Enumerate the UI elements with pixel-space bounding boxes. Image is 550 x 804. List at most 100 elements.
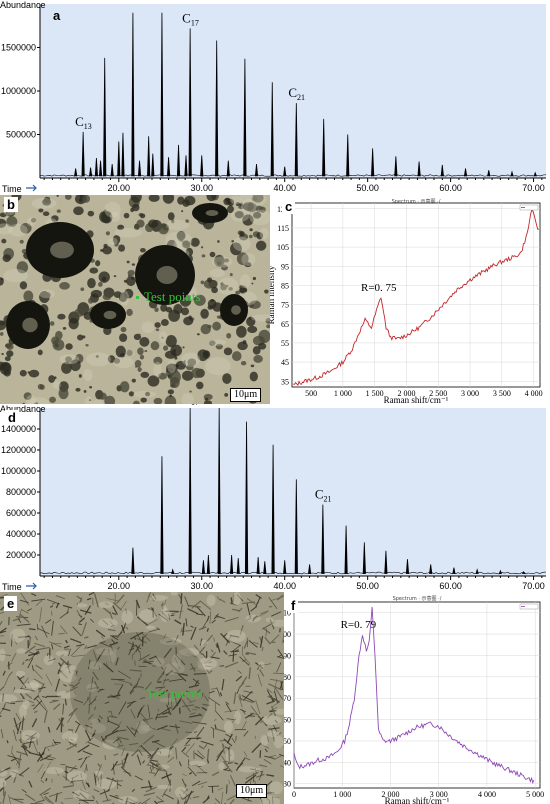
crack (235, 758, 246, 771)
crack (65, 690, 70, 693)
crack (241, 709, 246, 715)
crack (112, 737, 120, 744)
pore (197, 349, 209, 362)
crack (230, 597, 233, 605)
crack (15, 712, 21, 721)
y-tick-label: 1200000 (1, 445, 36, 455)
pore (160, 319, 169, 327)
raman-x-tick-label: 1 500 (366, 389, 384, 398)
light-patch (31, 197, 57, 209)
crack (84, 645, 87, 650)
crack (231, 717, 237, 723)
crack (99, 640, 106, 644)
crack (21, 743, 28, 749)
peak (226, 160, 230, 177)
crack (19, 767, 30, 776)
pore (158, 223, 169, 235)
light-patch (44, 767, 64, 775)
crack (20, 677, 29, 690)
crack (147, 607, 153, 612)
light-patch (84, 396, 94, 405)
crack (174, 657, 181, 670)
light-patch (178, 648, 200, 656)
light-patch (232, 237, 251, 252)
pore (112, 234, 121, 244)
crack (166, 640, 173, 643)
pore (78, 198, 83, 203)
crack (127, 700, 137, 704)
crack (84, 755, 91, 760)
raman-window-title: Spectrum · 示意图 ·/ (393, 595, 442, 602)
crack (81, 622, 87, 636)
light-patch (10, 628, 26, 643)
peak (230, 554, 234, 574)
crack (75, 796, 89, 804)
light-patch (19, 729, 40, 742)
pore (239, 231, 245, 237)
crack (74, 720, 81, 726)
crack (23, 741, 34, 744)
crack (248, 640, 258, 648)
crack (33, 669, 43, 679)
chromatogram-panel-d: 200000 400000 600000 800000 1000000 1200000 14… (0, 404, 550, 592)
crack (6, 662, 13, 667)
crack (170, 699, 173, 712)
crack (163, 793, 175, 800)
crack (216, 595, 221, 601)
pore (119, 381, 130, 393)
crack (139, 651, 142, 660)
crack (16, 721, 22, 735)
crack (80, 609, 92, 614)
pore (203, 279, 216, 289)
crack (27, 657, 34, 669)
crack (144, 658, 148, 661)
pore (107, 355, 116, 363)
crack (181, 746, 187, 753)
pore (235, 202, 241, 206)
crack (102, 799, 112, 802)
pore (65, 356, 72, 363)
y-tick-label: 1500000 (1, 43, 36, 53)
crack (129, 683, 133, 687)
crack (55, 769, 60, 776)
crack (111, 725, 121, 733)
crack (102, 662, 114, 673)
crack (74, 723, 81, 734)
crack (183, 694, 192, 703)
peak (160, 12, 164, 177)
crack (39, 787, 51, 796)
light-patch (125, 349, 135, 357)
crack (112, 763, 115, 775)
crack (79, 792, 87, 800)
crack (53, 741, 61, 744)
crack (191, 780, 201, 787)
crack (193, 673, 207, 675)
crack (270, 694, 275, 701)
peak (405, 559, 410, 574)
crack (37, 763, 44, 773)
raman-x-axis-label: Raman shift/cm⁻¹ (384, 395, 449, 405)
pore (137, 367, 142, 373)
crack (145, 786, 158, 793)
crack (199, 638, 203, 646)
pore (172, 349, 177, 353)
crack (33, 710, 38, 714)
pore (4, 356, 11, 362)
peak (236, 558, 240, 574)
crack (13, 638, 18, 645)
crack (243, 640, 248, 649)
pore (87, 277, 96, 289)
raman-x-tick-label: 2 000 (397, 389, 415, 398)
crack (259, 764, 268, 768)
crack (11, 653, 17, 662)
peak (346, 134, 350, 177)
crack (28, 751, 42, 757)
crack (223, 738, 233, 747)
crack (24, 645, 36, 655)
crack (141, 632, 151, 642)
pore (28, 369, 40, 378)
crack (8, 671, 13, 677)
crack (210, 651, 216, 658)
crack (18, 754, 22, 769)
crack (214, 724, 217, 729)
